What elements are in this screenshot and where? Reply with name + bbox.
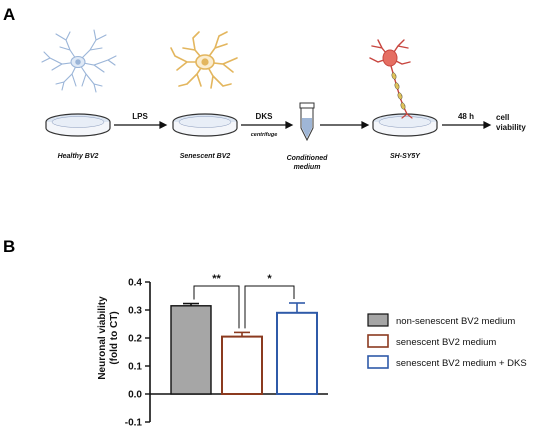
legend-swatch [367,355,389,369]
step-label-shsy5y: SH-SY5Y [390,153,421,160]
y-axis-title-line1: Neuronal viability [97,296,108,380]
panel-b-letter: B [3,237,15,256]
result-label-line1: cell [496,113,509,122]
microglia-icon [41,29,117,93]
y-tick-label: 0.4 [128,278,142,289]
petri-dish-icon [172,113,238,137]
step-label-healthy: Healthy BV2 [58,153,99,160]
y-tick-label: 0.0 [128,390,142,401]
step-label-conditioned-1: Conditioned [287,155,329,162]
result-label-line2: viability [496,123,526,132]
legend-label: senescent BV2 medium [396,337,496,348]
significance-left-bracket [193,285,240,329]
legend-swatch [367,313,389,327]
arrow-label-dks: DKS [256,112,274,121]
panel-a-letter: A [3,5,15,24]
y-axis-title: Neuronal viability (fold to CT) [97,296,120,380]
tube-icon [299,102,315,142]
y-tick-label: 0.3 [128,306,142,317]
bar [170,305,212,395]
significance-left-label: ** [212,273,221,285]
arrow-label-time: 48 h [458,112,474,121]
step-label-conditioned-2: medium [294,164,321,171]
petri-dish-icon [372,113,438,137]
bar [276,311,318,395]
neuron-icon [369,39,413,119]
legend-label: non-senescent BV2 medium [396,316,515,327]
y-axis-title-line2: (fold to CT) [109,311,120,364]
y-tick-label: -0.1 [125,418,143,429]
significance-right-bracket [244,285,295,329]
legend-label: senescent BV2 medium + DKS [396,358,527,369]
bar-chart: 0.40.30.20.10.0-0.1** * [125,273,328,429]
y-tick-label: 0.2 [128,334,142,345]
legend-swatch [367,334,389,348]
legend: non-senescent BV2 medium senescent BV2 me… [367,313,527,369]
arrow-sublabel-centrifuge: centrifuge [251,132,278,138]
step-label-senescent: Senescent BV2 [180,153,231,160]
arrows [114,121,492,129]
arrow-label-lps: LPS [132,112,148,121]
senescent-microglia-icon [170,31,238,89]
petri-dish-icon [45,113,111,137]
bar [221,335,263,396]
significance-right-label: * [267,273,272,285]
y-tick-label: 0.1 [128,362,142,373]
